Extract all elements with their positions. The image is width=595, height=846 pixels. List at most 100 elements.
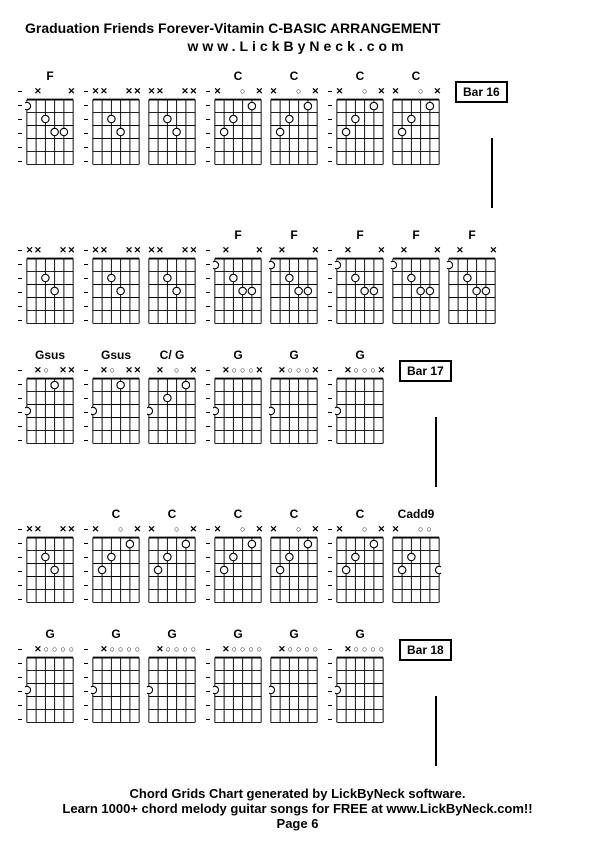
chord-label: G: [111, 627, 120, 642]
chord-label: G: [289, 348, 298, 363]
chord-grid: [335, 376, 385, 446]
chord-cell: C✕○✕: [269, 69, 319, 167]
chord-cell: Cadd9✕○○: [391, 507, 441, 605]
chord-row: ✕✕✕✕C✕○✕C✕○✕C✕○✕C✕○✕C✕○✕Cadd9✕○○: [15, 507, 580, 607]
chord-grid: [269, 376, 319, 446]
chord-label: Gsus: [35, 348, 65, 363]
bar-column: Bar 16: [447, 69, 508, 208]
bar-column: Bar 17: [391, 348, 452, 487]
chord-cell: F✕✕: [335, 228, 385, 326]
chord-grid: [147, 655, 197, 725]
mute-open-row: ✕○○○○: [25, 644, 75, 654]
chord-label: C: [412, 69, 421, 84]
chord-cell: ✕✕✕✕: [91, 69, 141, 167]
chord-cell: C ✕○✕: [335, 507, 385, 605]
bar-line: [435, 417, 437, 487]
chord-grid: [147, 97, 197, 167]
chord-label: C: [112, 507, 121, 522]
mute-open-row: ✕✕: [335, 245, 385, 255]
chord-cell: G✕○○○✕: [335, 348, 385, 446]
group-separator: [17, 642, 23, 727]
mute-open-row: ✕○○○○: [147, 644, 197, 654]
chord-cell: ✕✕✕✕: [147, 228, 197, 326]
chord-grid: [269, 655, 319, 725]
group-separator: [327, 642, 333, 727]
chord-grid: [25, 97, 75, 167]
chord-cell: F✕✕: [25, 69, 75, 167]
group-separator: [83, 243, 89, 328]
chord-cell: F✕✕: [391, 228, 441, 326]
chord-label: F: [234, 228, 241, 243]
group-separator: [17, 243, 23, 328]
chord-cell: C✕○✕: [91, 507, 141, 605]
chord-row: Gsus✕○✕✕Gsus✕○✕✕C/ G✕○✕G✕○○○✕G✕○○○✕G✕○○○…: [15, 348, 580, 487]
chord-grid: [147, 535, 197, 605]
group-separator: [17, 84, 23, 169]
bar-label-box: Bar 18: [399, 639, 452, 661]
mute-open-row: ✕○✕: [335, 86, 385, 96]
chord-grid: [391, 97, 441, 167]
chord-cell: G✕○○○○: [335, 627, 385, 725]
mute-open-row: ✕✕✕✕: [147, 245, 197, 255]
chord-cell: Gsus✕○✕✕: [91, 348, 141, 446]
group-separator: [83, 363, 89, 448]
chord-cell: F✕✕: [269, 228, 319, 326]
chord-grid: [335, 655, 385, 725]
chord-grid: [391, 535, 441, 605]
group-separator: [205, 84, 211, 169]
chord-grid: [213, 655, 263, 725]
mute-open-row: ✕○✕: [213, 524, 263, 534]
group-separator: [205, 522, 211, 607]
mute-open-row: ✕○✕: [335, 524, 385, 534]
chord-cell: ✕✕✕✕: [147, 69, 197, 167]
chord-cell: G✕○○○○: [213, 627, 263, 725]
chord-label: C: [356, 507, 365, 522]
group-separator: [205, 363, 211, 448]
chord-rows-container: F✕✕✕✕✕✕✕✕✕✕C✕○✕C✕○✕C✕○✕C✕○✕Bar 16✕✕✕✕✕✕✕…: [15, 69, 580, 766]
chord-cell: ✕✕✕✕: [25, 507, 75, 605]
mute-open-row: ✕○✕: [147, 524, 197, 534]
footer-line-1: Chord Grids Chart generated by LickByNec…: [15, 786, 580, 801]
footer-line-2: Learn 1000+ chord melody guitar songs fo…: [15, 801, 580, 816]
chord-grid: [91, 376, 141, 446]
chord-grid: [25, 535, 75, 605]
chord-grid: [269, 256, 319, 326]
mute-open-row: ✕○✕: [147, 365, 197, 375]
chord-grid: [25, 655, 75, 725]
chord-grid: [91, 97, 141, 167]
group-separator: [205, 243, 211, 328]
chord-label: C: [290, 69, 299, 84]
mute-open-row: ✕○○○○: [269, 644, 319, 654]
mute-open-row: ✕✕✕✕: [91, 86, 141, 96]
chord-row: F✕✕✕✕✕✕✕✕✕✕C✕○✕C✕○✕C✕○✕C✕○✕Bar 16: [15, 69, 580, 208]
chord-grid: [213, 97, 263, 167]
mute-open-row: ✕○✕: [213, 86, 263, 96]
chord-grid: [25, 376, 75, 446]
mute-open-row: ✕○○○✕: [269, 365, 319, 375]
chord-grid: [213, 535, 263, 605]
mute-open-row: ✕✕: [213, 245, 263, 255]
chord-cell: G✕○○○○: [269, 627, 319, 725]
chord-grid: [25, 256, 75, 326]
chord-grid: [269, 97, 319, 167]
bar-column: Bar 18: [391, 627, 452, 766]
chord-cell: F ✕✕: [213, 228, 263, 326]
bar-label-box: Bar 17: [399, 360, 452, 382]
chord-label: G: [233, 627, 242, 642]
group-separator: [327, 363, 333, 448]
mute-open-row: ✕○✕: [269, 524, 319, 534]
chord-cell: G✕○○○✕: [213, 348, 263, 446]
chord-row: G✕○○○○G✕○○○○G✕○○○○G✕○○○○G✕○○○○G✕○○○○Bar …: [15, 627, 580, 766]
bar-label-box: Bar 16: [455, 81, 508, 103]
chord-grid: [213, 376, 263, 446]
group-separator: [17, 522, 23, 607]
footer: Chord Grids Chart generated by LickByNec…: [15, 786, 580, 831]
chord-grid: [213, 256, 263, 326]
chord-label: F: [290, 228, 297, 243]
chord-label: G: [233, 348, 242, 363]
chord-grid: [391, 256, 441, 326]
chord-cell: C✕○✕: [335, 69, 385, 167]
group-separator: [327, 243, 333, 328]
chord-grid: [91, 535, 141, 605]
chord-row: ✕✕✕✕✕✕✕✕✕✕✕✕F✕✕F✕✕F✕✕F✕✕F✕✕: [15, 228, 580, 328]
